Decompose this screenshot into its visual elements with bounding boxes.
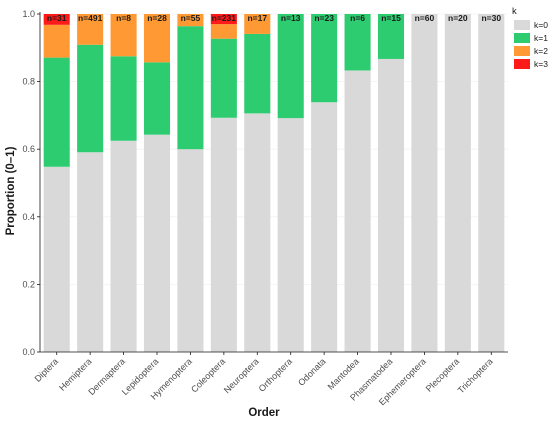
y-tick-label: 0.6	[22, 144, 35, 154]
bar-segment-k-3	[43, 14, 70, 25]
count-label: n=55	[181, 13, 201, 23]
count-label: n=60	[415, 13, 435, 23]
bar-stack-coleoptera	[210, 14, 237, 353]
y-tick-label: 0.2	[22, 279, 35, 289]
bars-layer	[43, 14, 505, 353]
legend-swatch-k-3	[514, 59, 530, 69]
legend: k k=0 k=1 k=2 k=3	[512, 6, 548, 69]
legend-label: k=0	[534, 20, 548, 30]
bar-segment-k-1	[77, 44, 104, 153]
y-axis-title: Proportion (0–1)	[5, 146, 17, 235]
x-tick-label: Orthoptera	[257, 356, 294, 393]
bar-segment-k-3	[210, 14, 237, 25]
bar-stack-hemiptera	[77, 14, 104, 352]
legend-swatch-k-0	[514, 20, 530, 30]
count-label: n=491	[78, 13, 103, 23]
bar-segment-k-0	[177, 149, 204, 352]
count-label: n=15	[381, 13, 401, 23]
bar-segment-k-1	[143, 62, 171, 135]
bar-segment-k-0	[244, 113, 271, 352]
count-label: n=31	[47, 13, 67, 23]
bar-stack-lepidoptera	[143, 14, 171, 352]
bar-stack-hymenoptera	[177, 14, 204, 352]
x-axis-title: Order	[248, 407, 280, 419]
x-tick-label: Trichoptera	[456, 356, 495, 395]
bar-stack-trichoptera	[478, 14, 505, 352]
bar-segment-k-2	[210, 24, 237, 39]
bar-segment-k-2	[43, 24, 70, 58]
bar-stack-dermaptera	[110, 14, 137, 352]
legend-label: k=1	[534, 33, 548, 43]
bar-segment-k-0	[43, 166, 70, 352]
count-label: n=6	[350, 13, 365, 23]
bar-segment-k-1	[377, 14, 405, 59]
x-tick-label: Mantodea	[326, 356, 361, 391]
bar-segment-k-1	[177, 26, 204, 150]
bar-segment-k-2	[110, 14, 137, 57]
bar-segment-k-1	[344, 14, 371, 71]
y-tick-label: 0.4	[22, 212, 35, 222]
legend-swatch-k-2	[514, 46, 530, 56]
bar-segment-k-2	[177, 14, 204, 27]
bar-segment-k-0	[110, 140, 137, 352]
bar-segment-k-0	[210, 117, 237, 353]
bar-segment-k-2	[143, 14, 171, 63]
bar-stack-orthoptera	[277, 14, 304, 352]
bar-stack-ephemeroptera	[411, 14, 438, 352]
bar-segment-k-2	[244, 14, 271, 34]
y-axis: 0.0 0.2 0.4 0.6 0.8 1.0	[22, 9, 41, 357]
bar-stack-diptera	[43, 14, 70, 352]
count-labels: n=31 n=491 n=8 n=28 n=55 n=231 n=17 n=13 n=23 n=6…	[47, 13, 501, 23]
bar-segment-k-1	[277, 14, 304, 119]
grid-layer	[40, 13, 508, 353]
x-axis: DipteraHemipteraDermapteraLepidopteraHym…	[33, 351, 508, 407]
bar-stack-plecoptera	[444, 14, 471, 352]
x-tick-label: Diptera	[33, 356, 61, 384]
bar-segment-k-1	[110, 56, 137, 141]
bar-stack-mantodea	[344, 14, 371, 353]
count-label: n=231	[212, 13, 237, 23]
bar-segment-k-1	[311, 14, 338, 103]
bar-segment-k-0	[344, 70, 371, 353]
bar-segment-k-0	[311, 102, 338, 352]
bar-segment-k-0	[444, 14, 471, 352]
x-tick-label: Odonata	[296, 356, 327, 387]
y-tick-label: 1.0	[22, 9, 35, 19]
count-label: n=23	[314, 13, 334, 23]
x-tick-label: Neuroptera	[222, 356, 261, 395]
bar-segment-k-0	[143, 134, 171, 352]
bar-segment-k-0	[478, 14, 505, 352]
bar-segment-k-1	[244, 33, 271, 114]
y-tick-label: 0.0	[22, 347, 35, 357]
count-label: n=17	[247, 13, 267, 23]
bar-segment-k-0	[77, 152, 104, 352]
count-label: n=13	[281, 13, 301, 23]
bar-stack-odonata	[311, 14, 338, 352]
legend-label: k=2	[534, 46, 548, 56]
bar-stack-neuroptera	[244, 14, 271, 352]
y-tick-label: 0.8	[22, 77, 35, 87]
count-label: n=28	[147, 13, 167, 23]
bar-segment-k-1	[43, 57, 70, 167]
legend-title: k	[512, 6, 517, 17]
bar-segment-k-0	[277, 118, 304, 352]
bar-segment-k-1	[210, 38, 237, 118]
bar-segment-k-0	[411, 14, 438, 352]
count-label: n=30	[481, 13, 501, 23]
count-label: n=20	[448, 13, 468, 23]
legend-label: k=3	[534, 59, 548, 69]
count-label: n=8	[116, 13, 131, 23]
bar-stack-phasmatodea	[377, 14, 405, 352]
legend-swatch-k-1	[514, 33, 530, 43]
bar-segment-k-0	[377, 58, 405, 352]
bar-segment-k-2	[77, 14, 104, 45]
